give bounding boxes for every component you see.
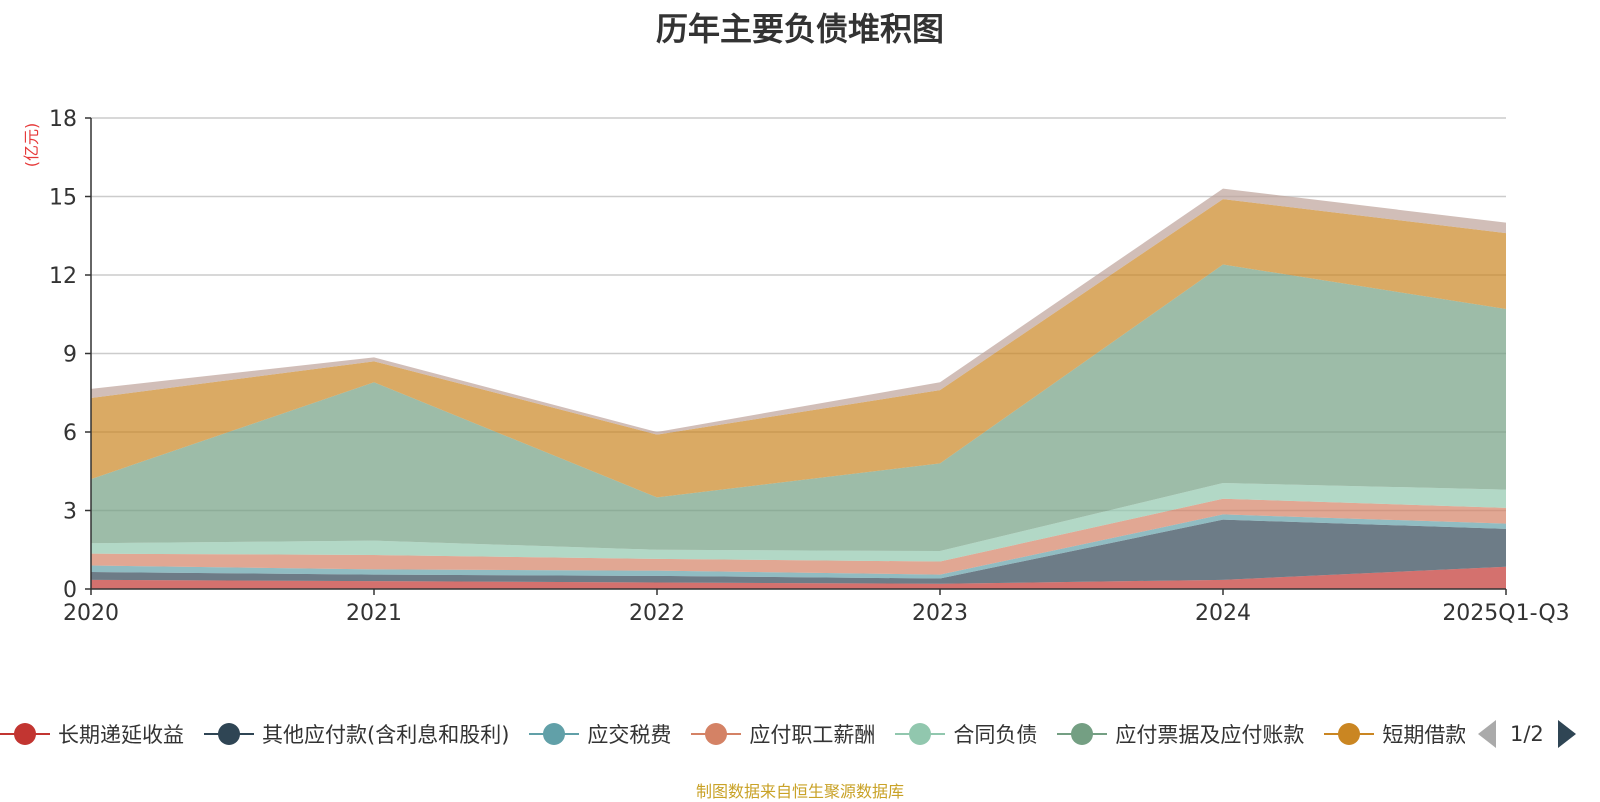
- legend-item[interactable]: 其他应付款(含利息和股利): [204, 719, 509, 749]
- x-tick-label: 2021: [346, 601, 402, 626]
- legend-item[interactable]: 应付职工薪酬: [691, 719, 875, 749]
- legend-prev-page-icon[interactable]: [1478, 720, 1496, 748]
- axis-layer: 0 3 6 9 12 15 18 2020 2021 2022 2023 2024 2025Q1-Q3: [49, 107, 1570, 626]
- legend-item[interactable]: 应交税费: [529, 719, 671, 749]
- legend-item[interactable]: 合同负债: [895, 719, 1037, 749]
- legend-label: 应付职工薪酬: [749, 723, 876, 747]
- area-layer: [91, 188, 1506, 589]
- legend-pager: 1/2: [1478, 716, 1576, 752]
- area-series-7[interactable]: [91, 188, 1506, 435]
- area-series-2[interactable]: [91, 514, 1506, 579]
- legend-marker-icon: [1057, 722, 1108, 746]
- legend-label: 合同负债: [953, 723, 1038, 747]
- legend-marker-icon: [1324, 722, 1375, 746]
- legend-label: 其他应付款(含利息和股利): [262, 723, 510, 747]
- legend-marker-icon: [0, 722, 50, 746]
- area-series-6[interactable]: [91, 199, 1506, 498]
- area-series-1[interactable]: [91, 519, 1506, 584]
- legend-label: 应交税费: [587, 723, 672, 747]
- area-series-5[interactable]: [91, 264, 1506, 552]
- area-series-4[interactable]: [91, 483, 1506, 562]
- y-tick-label: 0: [63, 578, 77, 603]
- area-series-0[interactable]: [91, 566, 1506, 589]
- legend-label: 长期递延收益: [58, 723, 184, 747]
- y-tick-label: 15: [49, 186, 77, 211]
- legend-item[interactable]: 长期递延收益: [0, 719, 184, 749]
- legend-next-page-icon[interactable]: [1557, 720, 1576, 748]
- source-note: 制图数据来自恒生聚源数据库: [695, 782, 904, 801]
- x-tick-label: 2020: [63, 601, 119, 626]
- legend: 长期递延收益 其他应付款(含利息和股利) 应交税费 应付职工薪酬 合同负债 应付票据及应付…: [0, 716, 1465, 752]
- y-tick-label: 18: [49, 107, 77, 132]
- legend-item[interactable]: 短期借款: [1324, 719, 1465, 749]
- y-tick-label: 6: [63, 421, 77, 446]
- legend-marker-icon: [529, 722, 580, 746]
- area-series-3[interactable]: [91, 498, 1506, 575]
- x-tick-label: 2023: [912, 601, 968, 626]
- legend-label: 短期借款: [1382, 723, 1465, 747]
- y-tick-label: 9: [63, 343, 77, 368]
- x-tick-label: 2024: [1195, 601, 1251, 626]
- legend-marker-icon: [895, 722, 946, 746]
- y-axis-unit-label: (亿元): [22, 123, 41, 168]
- legend-label: 应付票据及应付账款: [1115, 723, 1305, 747]
- y-tick-label: 3: [63, 500, 77, 525]
- legend-page-indicator: 1/2: [1510, 722, 1544, 746]
- y-tick-label: 12: [49, 264, 77, 289]
- legend-marker-icon: [204, 722, 254, 746]
- x-tick-label: 2025Q1-Q3: [1442, 601, 1569, 626]
- legend-marker-icon: [691, 722, 742, 746]
- chart-title: 历年主要负债堆积图: [655, 10, 944, 48]
- legend-item[interactable]: 应付票据及应付账款: [1057, 719, 1304, 749]
- x-tick-label: 2022: [629, 601, 685, 626]
